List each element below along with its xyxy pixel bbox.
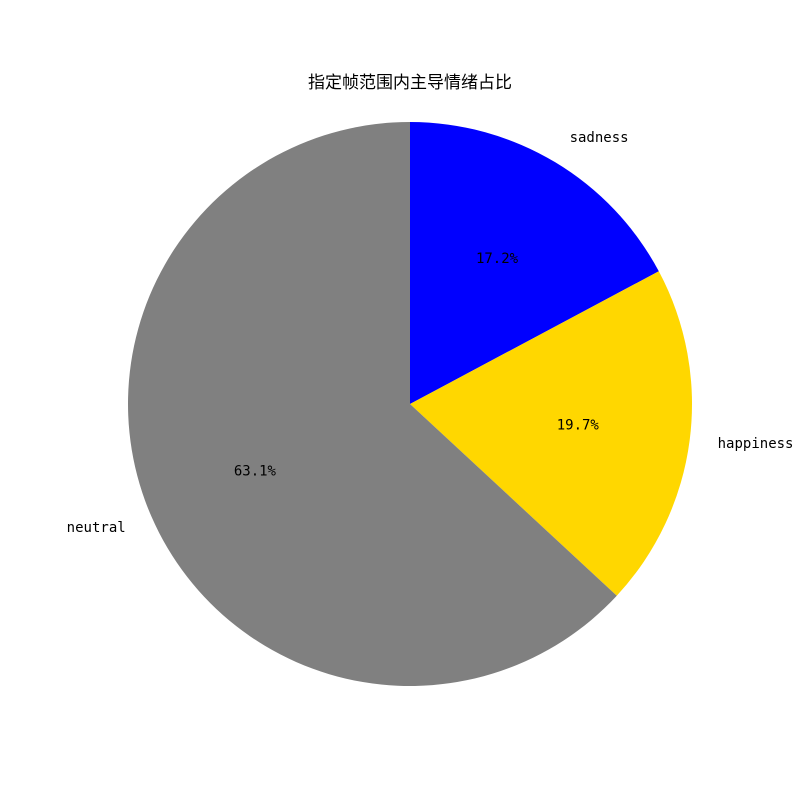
pie-category-label-happiness: happiness bbox=[718, 436, 794, 452]
pie-slices bbox=[128, 122, 693, 687]
pie-percent-label-happiness: 19.7% bbox=[557, 418, 600, 434]
pie-labels: 17.2% sadness 19.7% happiness 63.1% neutral bbox=[67, 130, 794, 536]
pie-slice-sadness bbox=[410, 122, 659, 404]
pie-percent-label-sadness: 17.2% bbox=[476, 251, 519, 267]
pie-category-label-neutral: neutral bbox=[67, 520, 126, 536]
pie-slice-neutral bbox=[128, 122, 617, 687]
pie-category-label-sadness: sadness bbox=[570, 130, 629, 146]
pie-slice-happiness bbox=[410, 271, 693, 596]
pie-percent-label-neutral: 63.1% bbox=[234, 464, 277, 480]
chart-title: 指定帧范围内主导情绪占比 bbox=[308, 73, 512, 93]
